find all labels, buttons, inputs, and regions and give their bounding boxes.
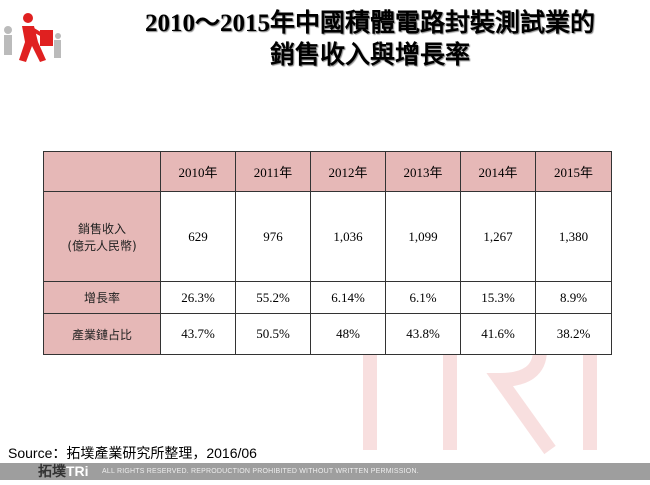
table-cell: 1,267 <box>460 191 536 282</box>
walking-person-logo-icon <box>4 13 61 62</box>
table-cell: 48% <box>310 313 386 355</box>
table-row: 增長率 26.3% 55.2% 6.14% 6.1% 15.3% 8.9% <box>43 281 612 314</box>
table-cell: 6.14% <box>310 281 386 314</box>
table-cell: 976 <box>235 191 311 282</box>
table-row: 產業鏈占比 43.7% 50.5% 48% 43.8% 41.6% 38.2% <box>43 313 612 355</box>
footer-logo: 拓墣TRi <box>38 463 89 480</box>
table-cell: 38.2% <box>535 313 612 355</box>
table-cell: 43.8% <box>385 313 461 355</box>
title-line-1: 2010～2015年中國積體電路封裝測試業的 <box>144 10 595 37</box>
table-cell: 1,036 <box>310 191 386 282</box>
row-label: 增長率 <box>43 281 161 314</box>
table-cell: 50.5% <box>235 313 311 355</box>
table-cell: 8.9% <box>535 281 612 314</box>
table-row: 銷售收入 (億元人民幣) 629 976 1,036 1,099 1,267 1,… <box>43 191 612 282</box>
table-cell: 1,380 <box>535 191 612 282</box>
header-cell: 2012年 <box>310 151 386 192</box>
header-cell <box>43 151 161 192</box>
table-cell: 629 <box>160 191 236 282</box>
header-cell: 2014年 <box>460 151 536 192</box>
row-label: 銷售收入 (億元人民幣) <box>43 191 161 282</box>
header-cell: 2015年 <box>535 151 612 192</box>
header-cell: 2013年 <box>385 151 461 192</box>
row-label-line: 銷售收入 <box>77 221 126 236</box>
row-label-unit: (億元人民幣) <box>67 238 137 253</box>
row-label: 產業鏈占比 <box>43 313 161 355</box>
header-cell: 2011年 <box>235 151 311 192</box>
table-cell: 1,099 <box>385 191 461 282</box>
header-cell: 2010年 <box>160 151 236 192</box>
table-cell: 26.3% <box>160 281 236 314</box>
footer-brand: 拓墣 <box>38 463 66 479</box>
source-note: Source：拓墣產業研究所整理，2016/06 <box>8 445 257 461</box>
table-cell: 55.2% <box>235 281 311 314</box>
table-cell: 43.7% <box>160 313 236 355</box>
footer-brand-latin: TRi <box>66 463 89 479</box>
table-cell: 15.3% <box>460 281 536 314</box>
table-header-row: 2010年 2011年 2012年 2013年 2014年 2015年 <box>43 151 612 192</box>
title-line-2: 銷售收入與增長率 <box>269 42 470 69</box>
page-title: 2010～2015年中國積體電路封裝測試業的 銷售收入與增長率 <box>90 8 650 72</box>
footer-bar: 拓墣TRi ALL RIGHTS RESERVED. REPRODUCTION … <box>0 463 650 480</box>
table-cell: 41.6% <box>460 313 536 355</box>
copyright-notice: ALL RIGHTS RESERVED. REPRODUCTION PROHIB… <box>102 468 419 475</box>
table-cell: 6.1% <box>385 281 461 314</box>
revenue-growth-table: 2010年 2011年 2012年 2013年 2014年 2015年 銷售收入… <box>43 151 612 355</box>
